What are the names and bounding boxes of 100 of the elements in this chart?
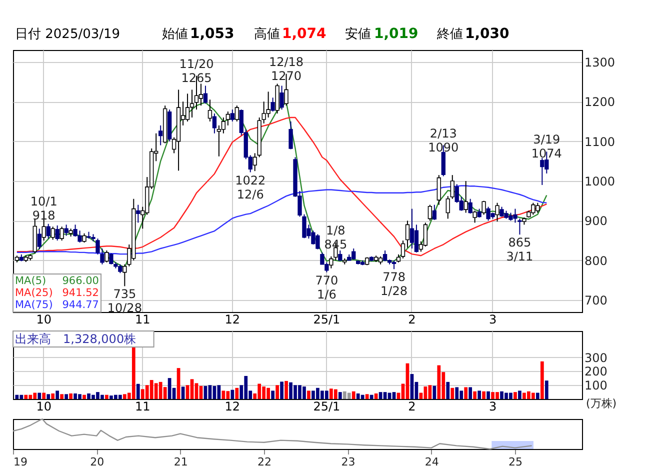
- candlestick: [270, 97, 275, 112]
- x-tick-label: 22: [258, 456, 272, 468]
- text: 1,053: [190, 26, 234, 42]
- y-tick-label: 700: [584, 294, 608, 308]
- bar: [437, 365, 441, 399]
- candlestick: [450, 174, 454, 200]
- x-tick-label: 12: [224, 400, 240, 414]
- candlestick: [518, 218, 522, 236]
- x-tick-label: 25: [508, 456, 523, 468]
- candlestick: [104, 250, 109, 263]
- bar: [540, 361, 544, 399]
- candlestick: [540, 157, 544, 186]
- bar: [352, 391, 356, 399]
- bar: [482, 391, 486, 399]
- text: 1,019: [374, 26, 418, 42]
- bar: [118, 394, 122, 399]
- candlestick: [226, 111, 230, 126]
- y-tick-label: 100: [584, 378, 608, 393]
- bar: [280, 382, 284, 399]
- x-tick-label: 2: [408, 312, 416, 326]
- bar: [82, 394, 86, 399]
- annotation: 770 1/6: [315, 273, 338, 302]
- bar: [486, 391, 490, 399]
- candlestick: [136, 204, 140, 224]
- text: 日付 2025/03/19: [15, 27, 120, 42]
- annotation: 778 1/28: [380, 270, 408, 298]
- bar: [324, 390, 328, 399]
- y-tick-label: 1300: [584, 55, 616, 70]
- candlestick: [400, 240, 406, 259]
- chart-title: 出来高 1,328,000株: [15, 332, 136, 346]
- x-tick-label: 25/1: [313, 312, 340, 326]
- candlestick: [436, 174, 441, 206]
- bar: [64, 394, 68, 399]
- candlestick: [464, 180, 468, 214]
- bar: [60, 394, 64, 399]
- bar: [51, 393, 55, 399]
- x-tick-label: 10: [36, 400, 52, 414]
- candlestick: [468, 198, 472, 214]
- candlestick: [60, 226, 64, 242]
- text: 始値: [162, 27, 188, 42]
- candlestick: [212, 113, 217, 134]
- bar: [347, 392, 351, 399]
- candlestick: [109, 252, 114, 265]
- text: MA(25): [15, 287, 53, 299]
- bar: [56, 390, 60, 399]
- bar: [338, 392, 342, 399]
- candlestick: [423, 222, 428, 247]
- bar: [378, 392, 382, 399]
- bar: [450, 388, 454, 399]
- candlestick: [82, 232, 86, 244]
- x-tick-label: 11: [134, 312, 150, 326]
- bar: [276, 385, 279, 399]
- text: 終値: [436, 27, 463, 42]
- bar: [518, 390, 522, 399]
- bar: [334, 389, 338, 399]
- annotation: 1022 12/6: [235, 173, 266, 202]
- text: 1,030: [465, 26, 510, 42]
- candlestick: [230, 109, 234, 122]
- bar: [536, 392, 540, 399]
- x-tick-label: 25/1: [313, 400, 340, 414]
- candlestick: [234, 105, 239, 122]
- bar: [478, 390, 481, 399]
- bar: [284, 380, 288, 399]
- bar: [531, 392, 535, 399]
- bar: [208, 385, 212, 399]
- bar: [15, 394, 19, 399]
- candlestick: [472, 210, 477, 224]
- candlestick: [216, 124, 222, 157]
- annotation: 735 10/28: [107, 287, 142, 316]
- bar: [230, 390, 234, 399]
- candlestick: [64, 224, 68, 236]
- bar: [370, 394, 374, 399]
- bar: [222, 390, 226, 399]
- y-tick-label: 900: [584, 214, 608, 228]
- x-tick-label: 21: [174, 456, 188, 468]
- y-tick-label: 1200: [584, 95, 616, 110]
- annotation: 944.77: [62, 299, 99, 311]
- candlestick: [158, 124, 163, 146]
- x-tick-label: 3: [488, 400, 497, 414]
- series-label: MA(5): [15, 275, 46, 287]
- annotation: 12/18 1270: [268, 54, 304, 83]
- y-tick-label: 1100: [584, 134, 616, 149]
- y-tick-label: 800: [584, 254, 608, 268]
- bar: [544, 380, 548, 399]
- text: MA(75): [15, 299, 53, 311]
- candlestick: [46, 223, 50, 240]
- bar: [383, 392, 387, 399]
- bar: [217, 385, 221, 399]
- candlestick: [482, 200, 486, 216]
- candlestick: [252, 152, 257, 172]
- candlestick: [208, 99, 212, 122]
- bar: [24, 394, 28, 399]
- bar: [42, 392, 46, 399]
- bar: [365, 394, 369, 399]
- bar: [455, 387, 459, 399]
- text: 高値: [254, 26, 280, 42]
- candlestick: [198, 83, 204, 106]
- bar: [307, 390, 310, 399]
- bar: [428, 385, 432, 399]
- candlestick: [190, 89, 194, 118]
